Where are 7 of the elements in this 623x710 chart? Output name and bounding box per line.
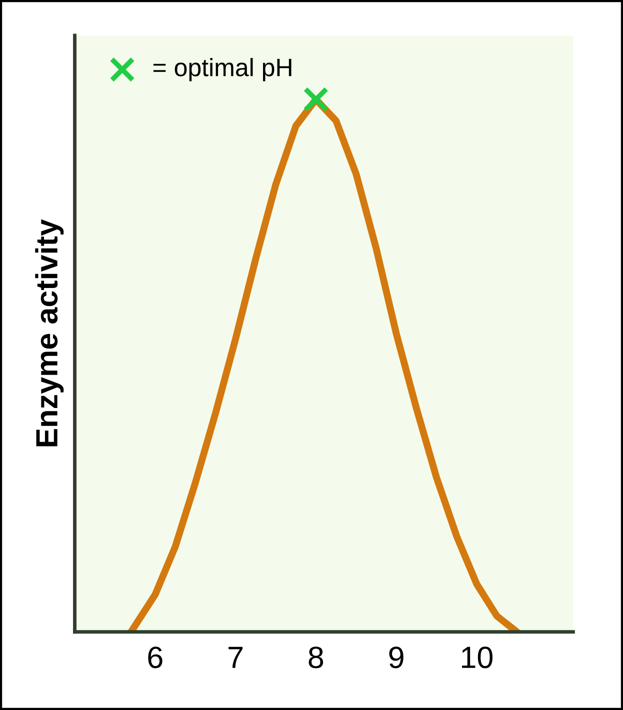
legend-label: = optimal pH — [153, 58, 292, 82]
x-tick-label: 9 — [389, 646, 404, 668]
x-tick-label: 10 — [462, 646, 492, 668]
x-tick-label: 6 — [148, 646, 162, 668]
x-tick-label: 7 — [228, 646, 242, 668]
x-tick-label: 8 — [308, 646, 324, 668]
y-axis-title: Enzyme activity — [35, 219, 64, 446]
